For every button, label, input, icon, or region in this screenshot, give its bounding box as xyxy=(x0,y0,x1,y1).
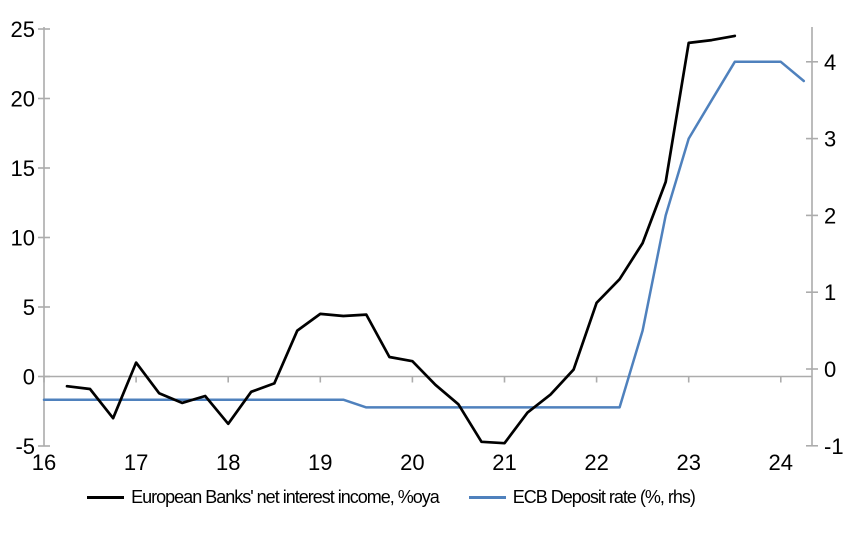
legend-label-ecb: ECB Deposit rate (%, rhs) xyxy=(512,487,696,507)
chart-legend: European Banks' net interest income, %oy… xyxy=(0,487,817,508)
legend-item-nii: European Banks' net interest income, %oy… xyxy=(87,487,440,508)
x-axis-tick-label: 23 xyxy=(676,450,700,475)
right-axis-tick-label: 4 xyxy=(824,50,836,75)
series-line-nii xyxy=(65,34,737,445)
x-axis-tick-label: 20 xyxy=(400,450,424,475)
legend-item-ecb: ECB Deposit rate (%, rhs) xyxy=(468,487,696,508)
x-axis-tick-label: 24 xyxy=(769,450,793,475)
left-axis-tick-label: 20 xyxy=(11,87,35,112)
right-axis-tick-label: 3 xyxy=(824,127,836,152)
right-axis-tick-label: 1 xyxy=(824,280,836,305)
series-line-ecb xyxy=(42,60,806,409)
legend-swatch-nii-line xyxy=(87,496,125,499)
left-axis-tick-label: 10 xyxy=(11,226,35,251)
left-axis-tick-label: 5 xyxy=(23,295,35,320)
right-axis-tick-label: -1 xyxy=(824,434,844,459)
x-axis-tick-label: 16 xyxy=(32,450,56,475)
x-axis-tick-label: 21 xyxy=(492,450,516,475)
x-axis-tick-label: 17 xyxy=(124,450,148,475)
x-axis-tick-label: 19 xyxy=(308,450,332,475)
legend-swatch-ecb-line xyxy=(468,496,506,499)
left-axis-tick-label: 15 xyxy=(11,156,35,181)
right-axis-tick-label: 2 xyxy=(824,203,836,228)
left-axis-tick-label: 0 xyxy=(23,365,35,390)
right-axis-tick-label: 0 xyxy=(824,357,836,382)
legend-label-nii: European Banks' net interest income, %oy… xyxy=(131,487,440,507)
left-axis-tick-label: -5 xyxy=(15,434,35,459)
left-axis-tick-label: 25 xyxy=(11,17,35,42)
x-axis-tick-label: 18 xyxy=(216,450,240,475)
x-axis-tick-label: 22 xyxy=(584,450,608,475)
